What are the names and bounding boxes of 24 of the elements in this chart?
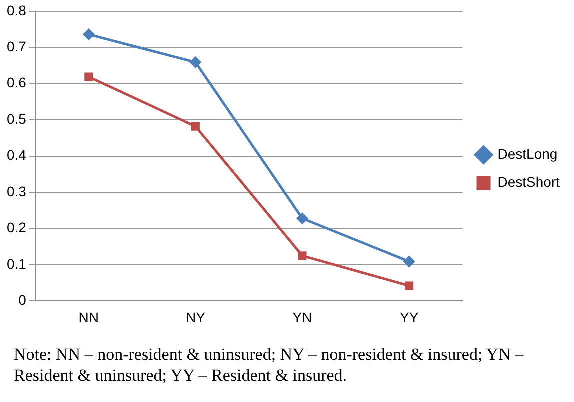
y-tick-label: 0 [18,292,27,308]
y-tick-label: 0.8 [6,2,27,18]
y-tick-label: 0.7 [6,38,27,54]
legend-label: DestShort [498,174,560,190]
point [403,256,416,268]
y-tick-label: 0.5 [6,110,27,127]
legend-label: DestLong [498,146,558,162]
y-tick-label: 0.3 [6,183,27,200]
y-tick-label: 0.4 [6,147,27,164]
text: Note: NN – non-resident & uninsured; NY – non-resident & insured; YN – Resident & uninsured; YY – Resident & insured. [14,344,525,386]
point [405,282,414,290]
point [84,72,94,82]
point [82,28,95,41]
y-tick-label: 0.6 [6,74,27,91]
point [296,212,309,225]
x-tick-label: NY [186,309,206,326]
y-tick-label: 0.1 [6,256,27,272]
point [298,252,307,260]
x-tick-label: NN [78,309,99,326]
x-tick-label: YY [400,309,420,326]
y-tick-label: 0.2 [6,220,27,236]
x-tick-label: YN [292,309,312,326]
point [190,56,202,68]
point [191,122,200,131]
